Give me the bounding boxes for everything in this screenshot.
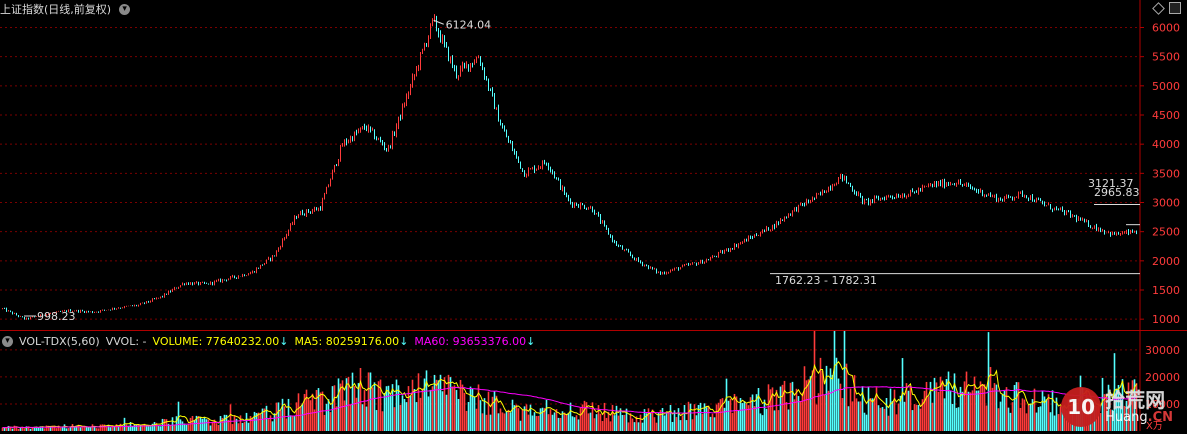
down-arrow-icon: ↓ bbox=[399, 334, 409, 348]
price-tick-label: 2000 bbox=[1152, 255, 1180, 268]
ma5-line bbox=[2, 360, 1137, 429]
low-label: 998.23 bbox=[37, 310, 76, 323]
mid-low-label: 1762.23 - 1782.31 bbox=[775, 274, 877, 287]
volume-chart-svg[interactable]: 30000 20000 10000 X万 bbox=[0, 318, 1187, 432]
chart-title: 上证指数(日线,前复权) bbox=[0, 3, 112, 16]
right-label-1: 3121.37 bbox=[1088, 177, 1134, 190]
window-toggle-icon[interactable] bbox=[1169, 2, 1181, 14]
volume-tick-label: 10000 bbox=[1145, 398, 1180, 411]
ma5-value: MA5: 80259176.00 bbox=[294, 334, 400, 348]
volume-tick-label: 30000 bbox=[1145, 344, 1180, 357]
price-tick-label: 1500 bbox=[1152, 284, 1180, 297]
price-chart-panel[interactable]: 6000 5500 5000 4500 4000 3500 3000 2500 2000 1500… bbox=[0, 0, 1187, 331]
price-tick-label: 4500 bbox=[1152, 109, 1180, 122]
watermark: 10 拾荒网 Huang.CN bbox=[1061, 387, 1173, 427]
watermark-logo: 10 bbox=[1061, 387, 1102, 427]
right-label-2: 2965.83 bbox=[1094, 186, 1140, 199]
price-tick-label: 3500 bbox=[1152, 167, 1180, 180]
down-arrow-icon: ↓ bbox=[279, 334, 289, 348]
ma60-line bbox=[2, 386, 1137, 429]
down-arrow-icon: ↓ bbox=[526, 334, 536, 348]
price-tick-label: 3000 bbox=[1152, 197, 1180, 210]
watermark-en-left: Huang bbox=[1105, 410, 1148, 425]
top-right-controls bbox=[1152, 1, 1181, 15]
chevron-down-icon[interactable]: ▾ bbox=[119, 3, 131, 15]
watermark-en-right: .CN bbox=[1147, 410, 1173, 425]
watermark-cn: 拾荒网 bbox=[1105, 388, 1166, 412]
volume-chart-panel[interactable]: 30000 20000 10000 X万 bbox=[0, 318, 1187, 432]
diamond-icon[interactable] bbox=[1152, 1, 1165, 15]
price-tick-label: 4000 bbox=[1152, 138, 1180, 151]
price-tick-label: 5500 bbox=[1152, 51, 1180, 64]
volume-value: VOLUME: 77640232.00 bbox=[152, 334, 280, 348]
high-label: 6124.04 bbox=[446, 18, 492, 31]
price-tick-label: 6000 bbox=[1152, 22, 1180, 35]
price-tick-label: 2500 bbox=[1152, 226, 1180, 239]
volume-header: ▾ VOL-TDX(5,60) VVOL: - VOLUME: 77640232… bbox=[0, 334, 541, 348]
volume-tick-label: 20000 bbox=[1145, 371, 1180, 384]
volume-unit-label: X万 bbox=[1146, 421, 1163, 431]
volume-indicator-name: VOL-TDX(5,60) bbox=[19, 334, 100, 348]
chevron-down-icon[interactable]: ▾ bbox=[2, 335, 13, 347]
price-tick-label: 5000 bbox=[1152, 80, 1180, 93]
vvol-label: VVOL: - bbox=[105, 334, 147, 348]
chart-header: 上证指数(日线,前复权) ▾ bbox=[0, 1, 134, 17]
price-tick-label: 1000 bbox=[1152, 313, 1180, 326]
ma60-value: MA60: 93653376.00 bbox=[414, 334, 527, 348]
high-pointer bbox=[433, 19, 444, 25]
price-chart-svg[interactable]: 6000 5500 5000 4500 4000 3500 3000 2500 2000 1500… bbox=[0, 0, 1187, 331]
